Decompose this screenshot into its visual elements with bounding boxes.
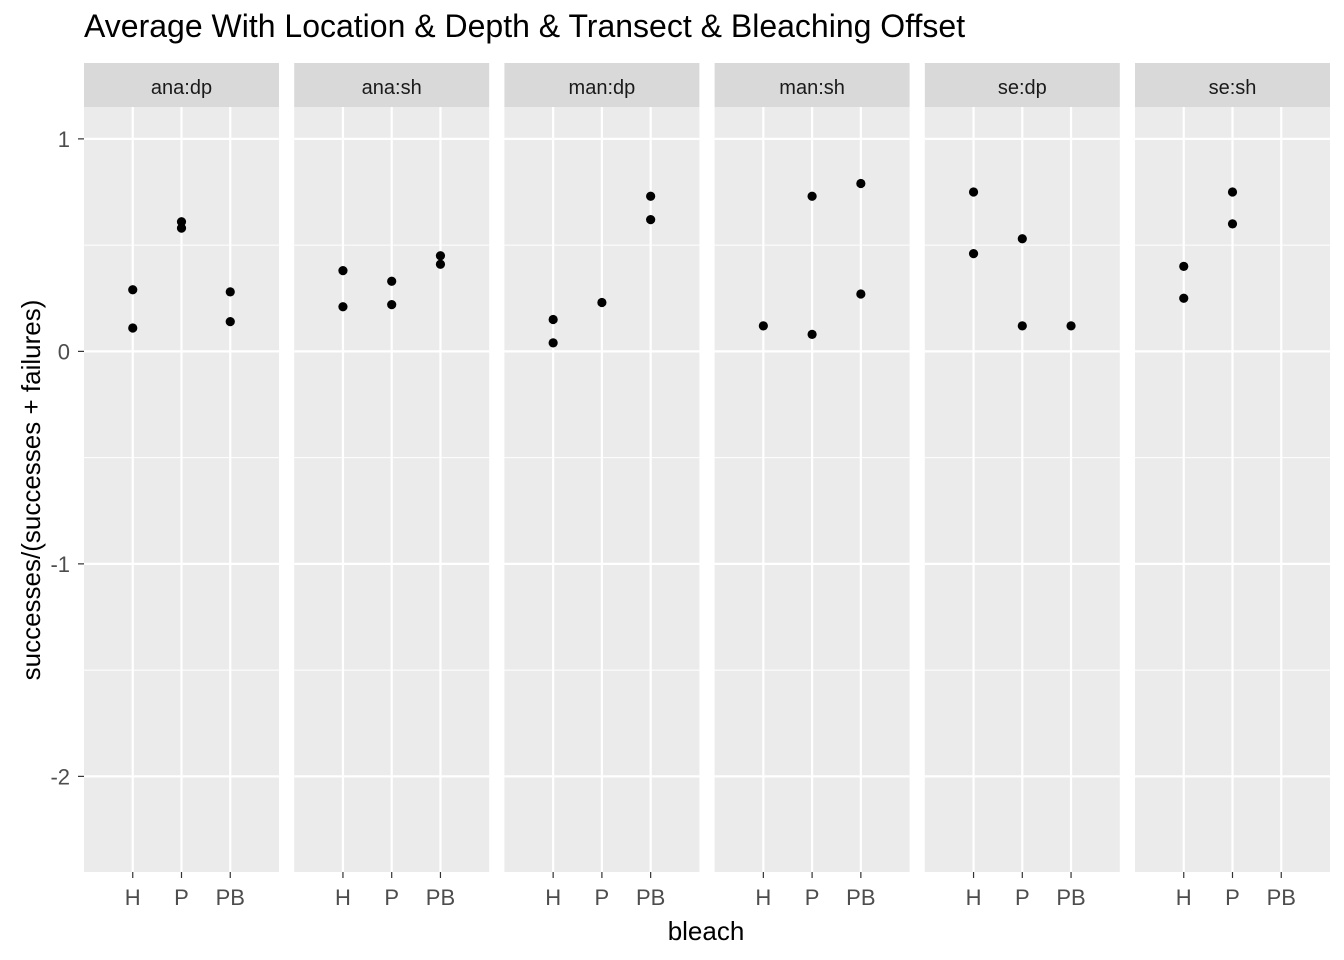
data-point (1066, 321, 1076, 331)
x-tick-label: P (384, 885, 399, 910)
y-tick-label: -2 (50, 764, 70, 789)
data-point (176, 223, 187, 233)
data-point (807, 329, 817, 339)
data-point (968, 249, 979, 259)
facet-strip (924, 63, 1120, 107)
x-tick-label: P (174, 885, 189, 910)
data-point (1017, 321, 1027, 331)
facet-strip-label: man:dp (569, 77, 636, 99)
data-point (807, 191, 817, 201)
x-tick-label: P (1225, 885, 1240, 910)
data-point (128, 323, 138, 333)
x-tick-label: PB (636, 885, 665, 910)
y-tick-label: -1 (50, 552, 70, 577)
x-tick-label: PB (846, 885, 875, 910)
facet-strip (1135, 63, 1330, 107)
x-tick-label: H (1176, 885, 1192, 910)
data-point (968, 187, 979, 197)
y-tick-label: 0 (58, 339, 70, 364)
data-point (856, 289, 866, 299)
facet-strip-label: ana:dp (151, 77, 212, 99)
facet-strip (294, 63, 490, 107)
x-axis-title: bleach (668, 916, 745, 946)
data-point (387, 276, 397, 286)
data-point (225, 287, 235, 297)
data-point (1227, 187, 1238, 197)
x-tick-label: PB (1267, 885, 1296, 910)
data-point (758, 321, 768, 331)
facet-strip (84, 63, 279, 107)
x-tick-label: P (805, 885, 820, 910)
facet-strip (504, 63, 700, 107)
data-point (338, 266, 348, 276)
data-point (548, 338, 558, 348)
facet-strip-label: ana:sh (362, 77, 422, 99)
x-tick-label: H (545, 885, 561, 910)
data-point (646, 215, 656, 225)
data-point (435, 251, 446, 261)
facet-panel: ana:sh H P PB (294, 63, 490, 910)
y-axis: 1 0 -1 -2 (50, 127, 84, 789)
facet-panel: ana:dp H P PB (84, 63, 279, 910)
facet-strip-label: se:dp (998, 77, 1047, 99)
data-point (338, 302, 348, 312)
y-tick-label: 1 (58, 127, 70, 152)
data-point (1227, 219, 1238, 229)
x-tick-label: P (595, 885, 610, 910)
data-point (856, 178, 866, 189)
chart-title: Average With Location & Depth & Transect… (84, 8, 966, 44)
data-point (597, 297, 607, 308)
x-tick-label: P (1015, 885, 1030, 910)
y-axis-title: successes/(successes + failures) (16, 300, 46, 681)
data-point (176, 217, 187, 227)
facet-panel: man:sh H P PB (714, 63, 910, 910)
data-point (548, 314, 558, 325)
x-tick-label: H (125, 885, 141, 910)
facet-panel: se:dp H P PB (924, 63, 1120, 910)
x-tick-label: PB (426, 885, 455, 910)
data-point (1017, 234, 1027, 244)
data-point (435, 259, 446, 269)
facet-strip-label: se:sh (1209, 77, 1257, 99)
data-point (646, 191, 656, 201)
x-tick-label: H (335, 885, 351, 910)
data-point (1179, 261, 1189, 271)
data-point (387, 300, 397, 310)
facet-panel: se:sh H P PB (1135, 63, 1330, 910)
x-tick-label: PB (1056, 885, 1085, 910)
x-tick-label: PB (216, 885, 245, 910)
facet-strip-label: man:sh (779, 77, 845, 99)
data-point (1179, 293, 1189, 303)
x-tick-label: H (966, 885, 982, 910)
facet-strip (714, 63, 910, 107)
data-point (128, 285, 138, 295)
x-tick-label: H (755, 885, 771, 910)
facet-panels: ana:dp H P PB ana:sh H P PB man:dp H P PB man:sh H P PB… (84, 63, 1330, 910)
data-point (225, 317, 235, 327)
facet-panel: man:dp H P PB (504, 63, 700, 910)
